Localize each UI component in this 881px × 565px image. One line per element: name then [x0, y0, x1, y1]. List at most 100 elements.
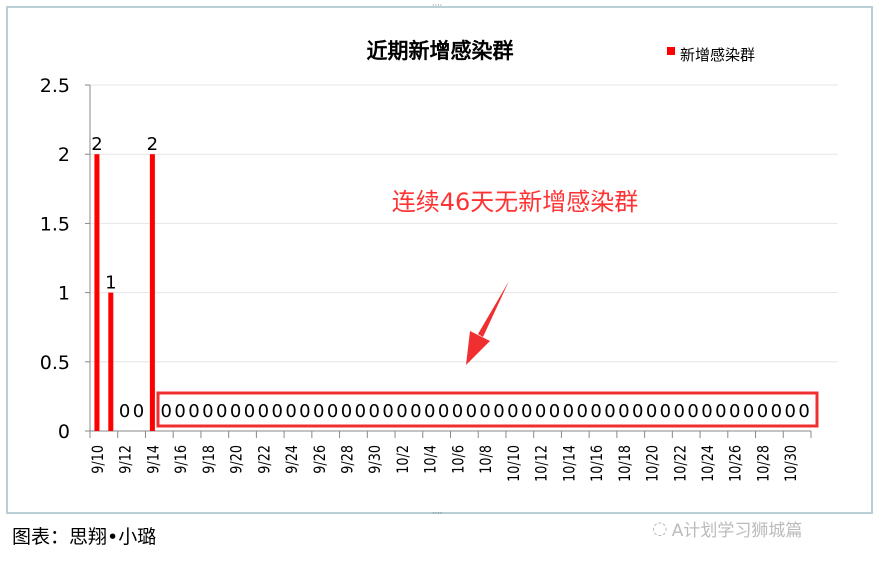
x-tick-label: 9/14 [145, 445, 163, 474]
bar-chart: 近期新增感染群 新增感染群 0 0.5 1 1.5 2 2.5 9/10 9/12 9/14 9/… [40, 39, 838, 482]
x-tick-label: 9/12 [117, 445, 135, 474]
data-label-10/15: 0 [576, 401, 587, 422]
x-tick-label: 9/18 [201, 445, 219, 474]
x-tick-label: 10/2 [395, 445, 413, 474]
data-label-10/9: 0 [493, 401, 504, 422]
y-tick-label: 1.5 [40, 213, 70, 235]
data-label-10/7: 0 [466, 401, 477, 422]
x-tick-label: 10/28 [755, 445, 773, 482]
x-tick-label: 10/6 [450, 445, 468, 474]
resize-handle-top[interactable]: ···· [432, 1, 443, 10]
data-label-9/30: 0 [369, 401, 380, 422]
data-label-9/20: 0 [230, 401, 241, 422]
data-label-10/22: 0 [674, 401, 685, 422]
x-tick-label: 10/20 [644, 445, 662, 482]
data-label-10/10: 0 [507, 401, 518, 422]
chart-title: 近期新增感染群 [367, 39, 514, 63]
data-label-10/5: 0 [438, 401, 449, 422]
data-label-9/28: 0 [341, 401, 352, 422]
bar-9/11 [108, 292, 114, 431]
x-tick-label: 10/26 [727, 445, 745, 482]
data-label-10/30: 0 [784, 401, 795, 422]
data-label-10/17: 0 [604, 401, 615, 422]
data-label-9/15: 0 [161, 401, 172, 422]
data-label-10/8: 0 [479, 401, 490, 422]
data-label-10/13: 0 [549, 401, 560, 422]
x-tick-label: 10/12 [533, 445, 551, 482]
x-tick-label: 10/30 [783, 445, 801, 482]
x-tick-label: 10/4 [422, 445, 440, 474]
data-label-9/26: 0 [313, 401, 324, 422]
watermark: ◌ A计划学习狮城篇 [652, 516, 802, 541]
x-tick-label: 10/22 [672, 445, 690, 482]
annotation-arrow [466, 281, 509, 365]
data-label-10/14: 0 [563, 401, 574, 422]
x-tick-label: 9/20 [228, 445, 246, 474]
data-label-10/26: 0 [729, 401, 740, 422]
x-tick-label: 10/24 [700, 445, 718, 482]
x-tick-label: 10/10 [506, 445, 524, 482]
data-label-10/25: 0 [715, 401, 726, 422]
data-label-10/12: 0 [535, 401, 546, 422]
data-label-10/28: 0 [757, 401, 768, 422]
data-label-9/25: 0 [299, 401, 310, 422]
data-label-10/20: 0 [646, 401, 657, 422]
data-label-9/24: 0 [285, 401, 296, 422]
data-label-10/18: 0 [618, 401, 629, 422]
data-label-9/29: 0 [355, 401, 366, 422]
y-tick-label: 0 [58, 421, 70, 443]
x-tick-label: 10/18 [617, 445, 635, 482]
data-label-9/18: 0 [202, 401, 213, 422]
data-label-9/13: 0 [133, 401, 144, 422]
data-label-9/14: 2 [147, 134, 158, 155]
data-label-9/23: 0 [271, 401, 282, 422]
data-label-10/27: 0 [743, 401, 754, 422]
x-tick-label: 9/10 [90, 445, 108, 474]
y-tick-label: 2.5 [40, 75, 70, 97]
wechat-icon: ◌ [652, 518, 668, 539]
data-label-9/19: 0 [216, 401, 227, 422]
y-tick-label: 1 [58, 283, 70, 305]
watermark-text: A计划学习狮城篇 [671, 521, 803, 541]
data-label-9/11: 1 [105, 273, 116, 294]
data-label-10/6: 0 [452, 401, 463, 422]
data-label-10/29: 0 [771, 401, 782, 422]
x-tick-label: 9/30 [367, 445, 385, 474]
data-label-9/12: 0 [119, 401, 130, 422]
bar-9/10 [94, 154, 100, 431]
data-label-10/4: 0 [424, 401, 435, 422]
data-label-10/24: 0 [701, 401, 712, 422]
annotation-text: 连续46天无新增感染群 [392, 188, 639, 216]
caption: 图表：思翔•小璐 [12, 526, 157, 548]
data-label-10/16: 0 [590, 401, 601, 422]
legend-swatch [667, 47, 675, 55]
data-label-10/1: 0 [382, 401, 393, 422]
data-label-10/11: 0 [521, 401, 532, 422]
x-tick-label: 10/14 [561, 445, 579, 482]
data-label-10/3: 0 [410, 401, 421, 422]
bar-9/14 [149, 154, 155, 431]
x-tick-label: 9/28 [339, 445, 357, 474]
x-tick-label: 10/8 [478, 445, 496, 474]
x-tick-label: 9/24 [284, 445, 302, 474]
data-label-10/23: 0 [687, 401, 698, 422]
y-tick-label: 0.5 [40, 352, 70, 374]
data-label-9/10: 2 [91, 134, 102, 155]
legend-label: 新增感染群 [680, 46, 755, 64]
data-label-9/27: 0 [327, 401, 338, 422]
data-label-9/22: 0 [258, 401, 269, 422]
data-label-10/19: 0 [632, 401, 643, 422]
resize-handle-bottom[interactable]: ···· [432, 509, 443, 518]
data-label-9/16: 0 [174, 401, 185, 422]
x-tick-label: 9/26 [312, 445, 330, 474]
x-tick-label: 10/16 [589, 445, 607, 482]
data-label-9/17: 0 [188, 401, 199, 422]
x-tick-label: 9/16 [173, 445, 191, 474]
x-tick-label: 9/22 [256, 445, 274, 474]
data-label-10/2: 0 [396, 401, 407, 422]
data-label-9/21: 0 [244, 401, 255, 422]
data-label-10/21: 0 [660, 401, 671, 422]
data-label-10/31: 0 [798, 401, 809, 422]
zero-highlight-box [156, 391, 819, 428]
y-tick-label: 2 [58, 144, 70, 166]
